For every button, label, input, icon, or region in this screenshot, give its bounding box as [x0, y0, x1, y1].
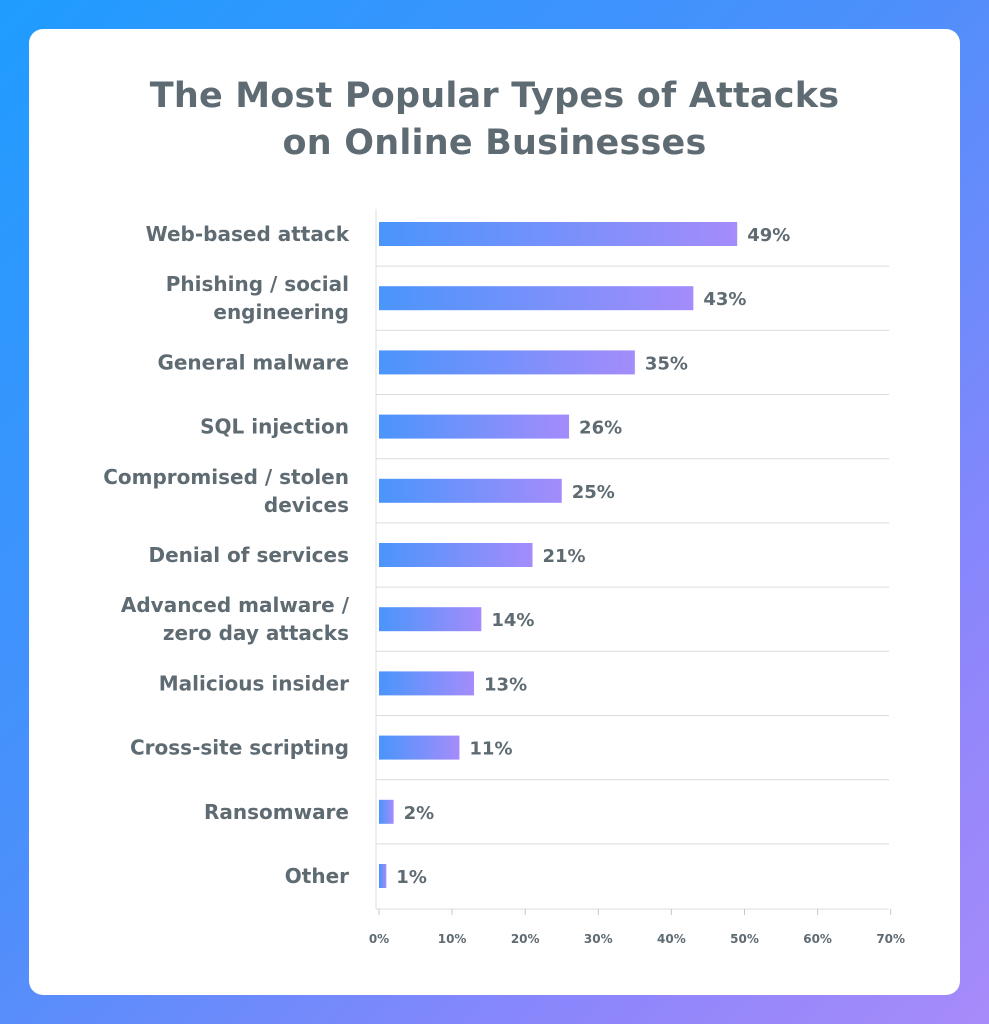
- bar-value-label: 13%: [484, 674, 527, 695]
- chart-card: The Most Popular Types of Attacks on Onl…: [29, 29, 960, 995]
- bar: [379, 864, 387, 888]
- category-label: SQL injection: [200, 415, 349, 439]
- bar: [379, 735, 460, 760]
- bar: [379, 543, 533, 567]
- bar-value-label: 26%: [579, 418, 622, 439]
- bar: [379, 414, 570, 439]
- x-tick-label: 50%: [730, 932, 759, 946]
- category-label: General malware: [157, 350, 349, 374]
- bar: [379, 478, 562, 503]
- category-label: Malicious insider: [159, 671, 349, 695]
- bar: [379, 799, 394, 824]
- bar: [379, 222, 738, 246]
- bar: [379, 671, 475, 696]
- category-label: Ransomware: [204, 800, 349, 824]
- x-axis: 0% 10% 20% 30% 40% 50% 60% 70%: [369, 209, 905, 946]
- x-tick-label: 60%: [803, 932, 832, 946]
- category-label: Phishing / social: [166, 272, 349, 296]
- category-label: engineering: [213, 300, 349, 324]
- category-label: zero day attacks: [163, 621, 349, 645]
- bar-layer: [379, 222, 738, 888]
- bar: [379, 607, 482, 632]
- bar-value-label: 21%: [543, 546, 586, 567]
- category-label: Denial of services: [148, 543, 349, 567]
- x-tick-label: 0%: [369, 932, 389, 946]
- bar: [379, 286, 694, 311]
- x-tick-label: 40%: [657, 932, 686, 946]
- bar: [379, 350, 635, 375]
- x-tick-label: 70%: [876, 932, 905, 946]
- category-label: Cross-site scripting: [130, 736, 349, 760]
- grid-layer: [376, 265, 889, 845]
- bar-value-label: 49%: [747, 225, 790, 246]
- bar-value-label: 25%: [572, 482, 615, 503]
- chart-title-line-2: on Online Businesses: [282, 123, 707, 163]
- category-label: Other: [285, 864, 349, 888]
- bar-value-label: 11%: [469, 739, 512, 760]
- bar-value-label: 2%: [404, 803, 435, 824]
- bar-value-label: 1%: [396, 867, 427, 888]
- chart-title-line-1: The Most Popular Types of Attacks: [149, 76, 840, 116]
- bar-value-label: 35%: [645, 353, 688, 374]
- category-label: Compromised / stolen: [103, 465, 349, 489]
- bar-value-label: 14%: [491, 610, 534, 631]
- x-tick-label: 30%: [584, 932, 613, 946]
- chart-title: The Most Popular Types of Attacks on Onl…: [29, 73, 960, 167]
- bar-chart: 49% Web-based attack 43% Phishing / social e…: [103, 209, 905, 946]
- x-tick-label: 20%: [511, 932, 540, 946]
- bar-value-label: 43%: [703, 289, 746, 310]
- category-label: Advanced malware /: [121, 593, 350, 617]
- x-tick-label: 10%: [438, 932, 467, 946]
- category-label: devices: [264, 493, 349, 517]
- label-layer: 49% Web-based attack 43% Phishing / social e…: [103, 222, 790, 888]
- category-label: Web-based attack: [146, 222, 350, 246]
